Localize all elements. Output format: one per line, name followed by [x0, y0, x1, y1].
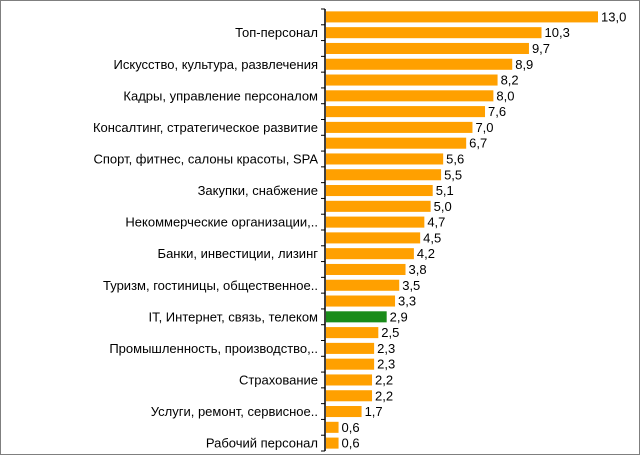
bar-18 [326, 295, 396, 307]
value-label-6: 7,6 [488, 104, 506, 119]
value-label-19: 2,9 [390, 309, 408, 324]
bar-0 [326, 11, 598, 23]
value-label-21: 2,3 [377, 341, 395, 356]
value-label-11: 5,1 [436, 183, 454, 198]
category-label-13: Некоммерческие организации,.. [125, 215, 318, 230]
bar-23 [326, 374, 373, 386]
bar-17 [326, 279, 400, 291]
value-label-3: 8,9 [515, 57, 533, 72]
value-label-20: 2,5 [381, 325, 399, 340]
category-label-15: Банки, инвестиции, лизинг [158, 246, 319, 261]
bar-22 [326, 358, 375, 370]
value-label-2: 9,7 [532, 41, 550, 56]
bar-12 [326, 200, 431, 212]
bar-10 [326, 169, 442, 181]
value-label-8: 6,7 [469, 136, 487, 151]
category-label-23: Страхование [239, 372, 318, 387]
value-label-15: 4,2 [417, 246, 435, 261]
bar-20 [326, 327, 379, 339]
category-label-27: Рабочий персонал [206, 436, 318, 451]
category-label-3: Искусство, культура, развлечения [114, 57, 318, 72]
bar-7 [326, 121, 473, 133]
bar-27 [326, 437, 339, 449]
category-label-1: Топ-персонал [235, 25, 318, 40]
category-label-25: Услуги, ремонт, сервисное.. [151, 404, 318, 419]
value-label-25: 1,7 [365, 404, 383, 419]
bar-21 [326, 342, 375, 354]
bar-24 [326, 390, 373, 402]
category-label-7: Консалтинг, стратегическое развитие [93, 120, 318, 135]
bar-26 [326, 421, 339, 433]
value-label-22: 2,3 [377, 357, 395, 372]
value-label-14: 4,5 [423, 230, 441, 245]
value-label-12: 5,0 [434, 199, 452, 214]
bar-2 [326, 42, 529, 54]
value-label-7: 7,0 [475, 120, 493, 135]
bar-6 [326, 106, 486, 118]
bars-group [326, 11, 598, 449]
bar-3 [326, 58, 513, 70]
value-label-18: 3,3 [398, 294, 416, 309]
value-label-23: 2,2 [375, 372, 393, 387]
value-label-10: 5,5 [444, 167, 462, 182]
value-label-27: 0,6 [342, 436, 360, 451]
category-label-19: IT, Интернет, связь, телеком [148, 309, 318, 324]
bar-4 [326, 74, 498, 86]
bar-16 [326, 263, 406, 275]
category-label-9: Спорт, фитнес, салоны красоты, SPA [93, 151, 318, 166]
bar-11 [326, 185, 433, 197]
value-labels-group: 13,0 10,39,78,98,28,07,67,06,7 5,65,55,15,… [342, 9, 627, 450]
value-label-0: 13,0 [601, 9, 626, 24]
bar-13 [326, 216, 425, 228]
bar-14 [326, 232, 421, 244]
category-labels-group: Топ-персонал Искусство, культура, развлеч… [93, 25, 318, 450]
bar-5 [326, 90, 494, 102]
category-label-11: Закупки, снабжение [198, 183, 318, 198]
value-label-17: 3,5 [402, 278, 420, 293]
value-label-4: 8,2 [501, 73, 519, 88]
bar-15 [326, 248, 414, 260]
value-label-26: 0,6 [342, 420, 360, 435]
bar-9 [326, 153, 444, 165]
category-label-5: Кадры, управление персоналом [123, 88, 318, 103]
bar-19 [326, 311, 387, 323]
value-label-13: 4,7 [427, 215, 445, 230]
value-label-9: 5,6 [446, 151, 464, 166]
category-label-21: Промышленность, производство,.. [109, 341, 318, 356]
value-label-5: 8,0 [496, 88, 514, 103]
value-label-24: 2,2 [375, 388, 393, 403]
bar-1 [326, 27, 542, 39]
y-axis-group [321, 8, 326, 452]
bar-8 [326, 137, 467, 149]
value-label-1: 10,3 [545, 25, 570, 40]
bar-25 [326, 406, 362, 418]
value-label-16: 3,8 [409, 262, 427, 277]
category-label-17: Туризм, гостиницы, общественное.. [103, 278, 318, 293]
